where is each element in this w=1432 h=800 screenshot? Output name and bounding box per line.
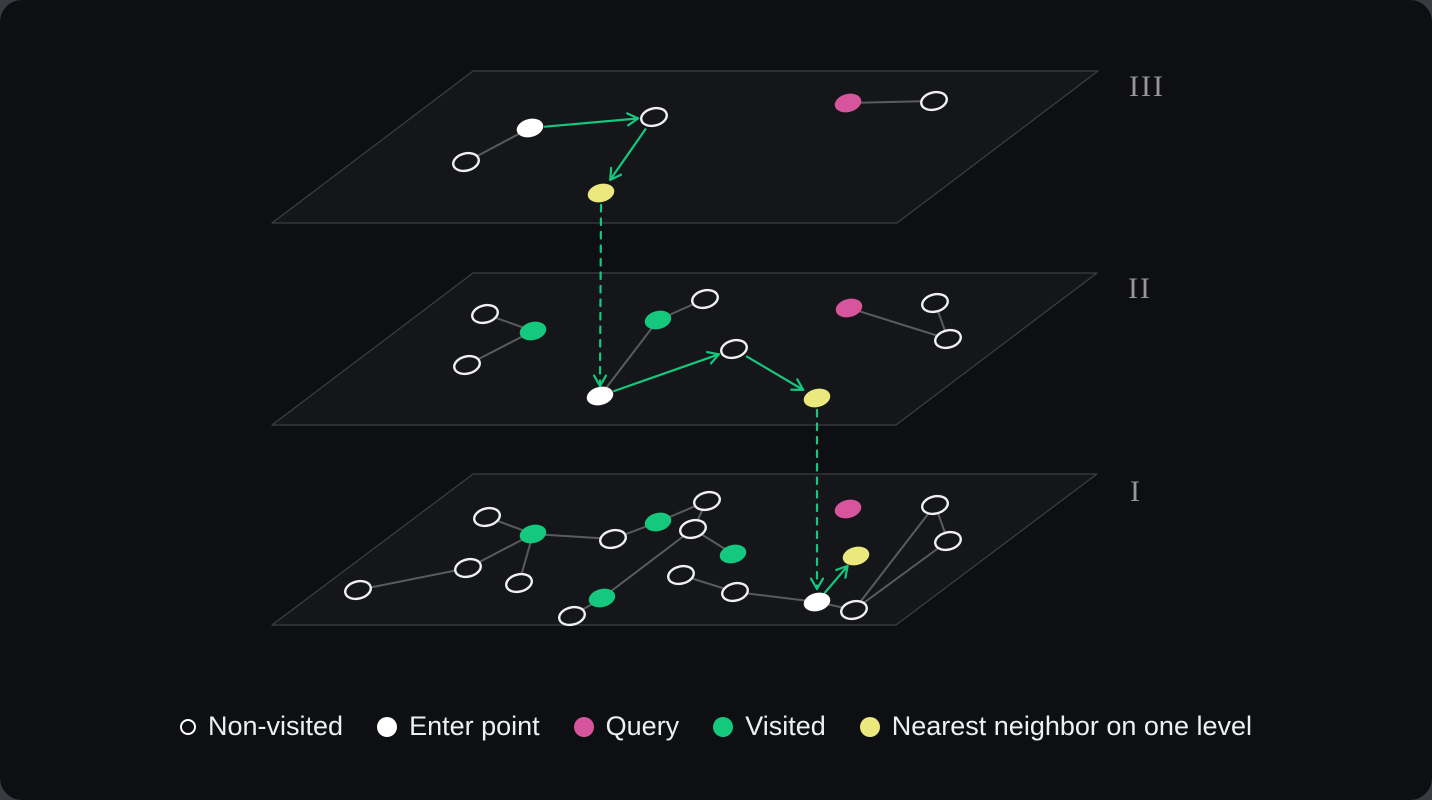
node-non-visited [558,605,586,627]
search-path-arrow [609,128,647,181]
node-non-visited [471,303,499,325]
node-non-visited [721,581,749,603]
node-visited [588,588,616,608]
legend-label: Nearest neighbor on one level [891,711,1252,741]
node-non-visited [599,528,627,550]
arrowhead-icon [593,374,608,388]
node-non-visited [452,151,480,173]
graph-edge [847,100,935,104]
legend-item-enter-point: Enter point [377,711,540,742]
node-non-visited [691,288,719,310]
node-non-visited [473,506,501,528]
layer-plane-III [271,70,1099,224]
layer-label-II: II [1128,272,1152,305]
arrowhead-icon [626,112,640,127]
node-visited [519,321,547,341]
node-non-visited [453,354,481,376]
search-path-arrow [543,117,640,128]
search-path-arrow [823,564,849,594]
filled-circle-icon [377,716,398,737]
graph-edge [853,504,936,611]
node-nearest [803,388,831,408]
legend: Non-visited Enter point Query Visited Neares… [0,711,1432,742]
arrowhead-icon [835,564,849,579]
legend-item-nearest-neighbor-on-one-level: Nearest neighbor on one level [859,711,1252,742]
node-non-visited [679,518,707,540]
node-nearest [587,183,615,203]
graph-edge [601,528,694,599]
node-non-visited [667,564,695,586]
node-enter [586,386,614,406]
filled-circle-icon [573,716,594,737]
node-enter [516,118,544,138]
node-non-visited [920,90,948,112]
node-non-visited [934,530,962,552]
node-query [834,93,862,113]
legend-label: Non-visited [208,711,344,741]
arrowhead-icon [609,166,623,181]
outline-circle-icon [180,718,196,735]
node-non-visited [505,572,533,594]
search-path-arrow [613,353,721,393]
legend-label: Enter point [409,711,540,741]
layer-descent-arrow [598,203,603,388]
graph-edge [848,307,949,340]
node-visited [644,310,672,330]
node-non-visited [344,579,372,601]
graph-edge [357,567,469,591]
layer-label-III: III [1129,70,1165,103]
node-query [835,298,863,318]
legend-item-visited: Visited [713,711,826,742]
legend-item-non-visited: Non-visited [180,711,343,742]
node-non-visited [720,338,748,360]
node-non-visited [640,106,668,128]
node-non-visited [693,490,721,512]
graph-edge [853,540,949,611]
legend-label: Query [605,711,680,741]
arrowhead-icon [809,577,825,591]
node-visited [519,524,547,544]
legend-label: Visited [745,711,826,741]
node-enter [803,592,831,612]
layer-label-I: I [1130,475,1142,508]
legend-item-query: Query [573,711,680,742]
filled-circle-icon [859,716,880,737]
arrowhead-icon [790,378,805,391]
node-query [834,499,862,519]
graph-edge [599,319,659,397]
node-non-visited [934,328,962,350]
node-non-visited [921,292,949,314]
node-non-visited [840,599,868,621]
graph-edge [734,591,818,603]
arrowhead-icon [706,351,720,365]
node-visited [644,512,672,532]
node-nearest [842,546,870,566]
node-non-visited [921,494,949,516]
node-non-visited [454,557,482,579]
filled-circle-icon [713,716,734,737]
layer-plane-II [271,272,1098,426]
layer-plane-I [271,473,1098,626]
node-visited [719,544,747,564]
search-path-arrow [745,355,805,391]
